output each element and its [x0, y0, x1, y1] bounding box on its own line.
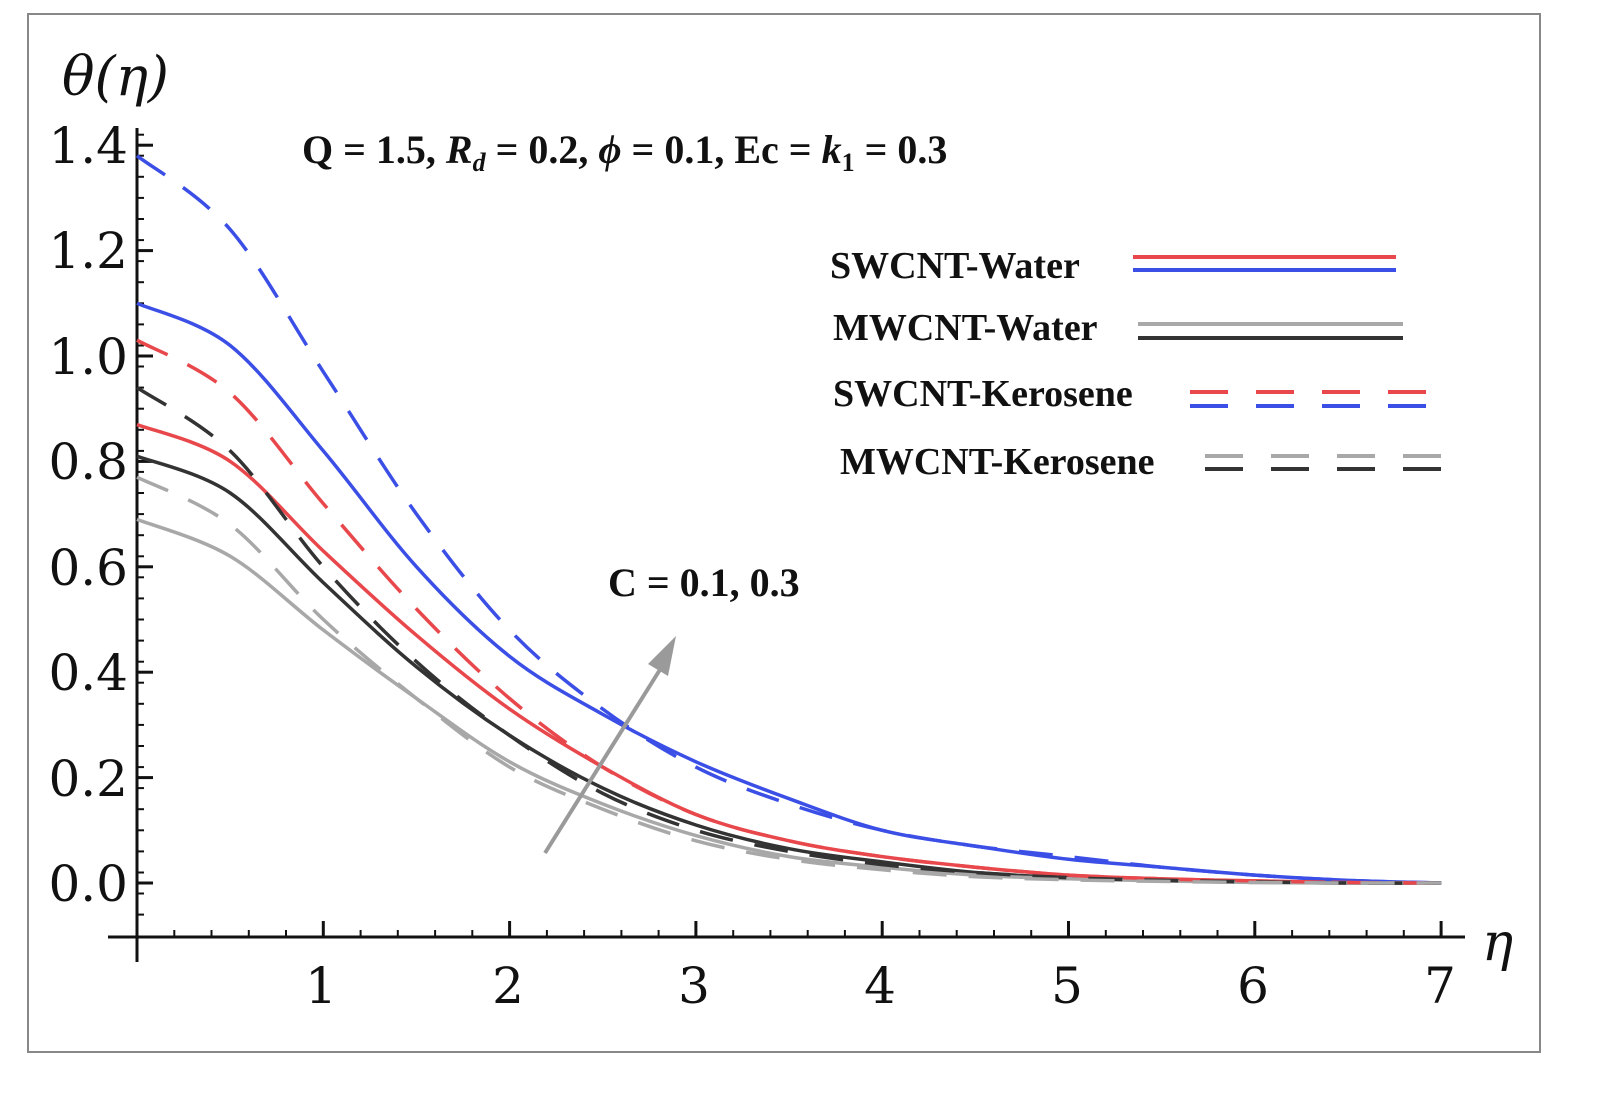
x-tick-label-5: 5 [1051, 957, 1083, 1015]
c-arrow-shaft [543, 666, 663, 855]
series-line-7 [136, 475, 1442, 885]
y-tick-label-2: 0.4 [48, 644, 128, 702]
param-phi-value: = 0.1, Ec = [622, 127, 822, 172]
y-tick-label-4: 0.8 [48, 433, 128, 491]
param-k-sub: 1 [842, 148, 855, 177]
legend-label-swcnt-water: SWCNT-Water [830, 245, 1080, 287]
param-k-symbol: k [822, 127, 842, 172]
x-tick-labels: 1 2 3 4 5 6 7 [305, 957, 1456, 1015]
legend-label-mwcnt-water: MWCNT-Water [833, 307, 1098, 349]
c-arrow-label: C = 0.1, 0.3 [608, 560, 800, 605]
y-tick-labels: 0.0 0.2 0.4 0.6 0.8 1.0 1.2 1.4 [48, 117, 128, 913]
y-tick-label-5: 1.0 [48, 328, 128, 386]
x-major-ticks [321, 921, 1443, 937]
x-tick-label-6: 6 [1237, 957, 1269, 1015]
y-tick-label-6: 1.2 [48, 222, 128, 280]
legend-label-swcnt-kerosene: SWCNT-Kerosene [833, 373, 1133, 415]
y-major-ticks [137, 143, 153, 885]
param-k-value: = 0.3 [855, 127, 948, 172]
x-axis-title: η [1482, 913, 1513, 973]
param-phi-symbol: ϕ [598, 127, 621, 172]
legend-label-mwcnt-kerosene: MWCNT-Kerosene [840, 441, 1155, 483]
legend: SWCNT-Water MWCNT-Water SWCNT-Kerosene M… [830, 245, 1452, 483]
y-axis-title: θ(η) [62, 45, 169, 108]
x-tick-label-7: 7 [1424, 957, 1456, 1015]
x-tick-label-3: 3 [678, 957, 710, 1015]
series-layer [135, 154, 1442, 885]
param-prefix: Q = 1.5, [302, 127, 446, 172]
c-arrow-head [648, 636, 676, 676]
series-line-4 [135, 154, 1442, 885]
x-tick-label-4: 4 [864, 957, 896, 1015]
y-tick-label-0: 0.0 [48, 855, 128, 913]
x-tick-label-1: 1 [305, 957, 337, 1015]
parameter-annotation: Q = 1.5, Rd = 0.2, ϕ = 0.1, Ec = k1 = 0.… [302, 127, 947, 177]
x-tick-label-2: 2 [492, 957, 524, 1015]
y-tick-label-7: 1.4 [48, 117, 128, 175]
y-tick-label-1: 0.2 [48, 750, 128, 808]
param-rd-sub: d [473, 148, 487, 177]
param-rd-symbol: R [445, 127, 473, 172]
y-tick-label-3: 0.6 [48, 539, 128, 597]
param-rd-value: = 0.2, [486, 127, 599, 172]
